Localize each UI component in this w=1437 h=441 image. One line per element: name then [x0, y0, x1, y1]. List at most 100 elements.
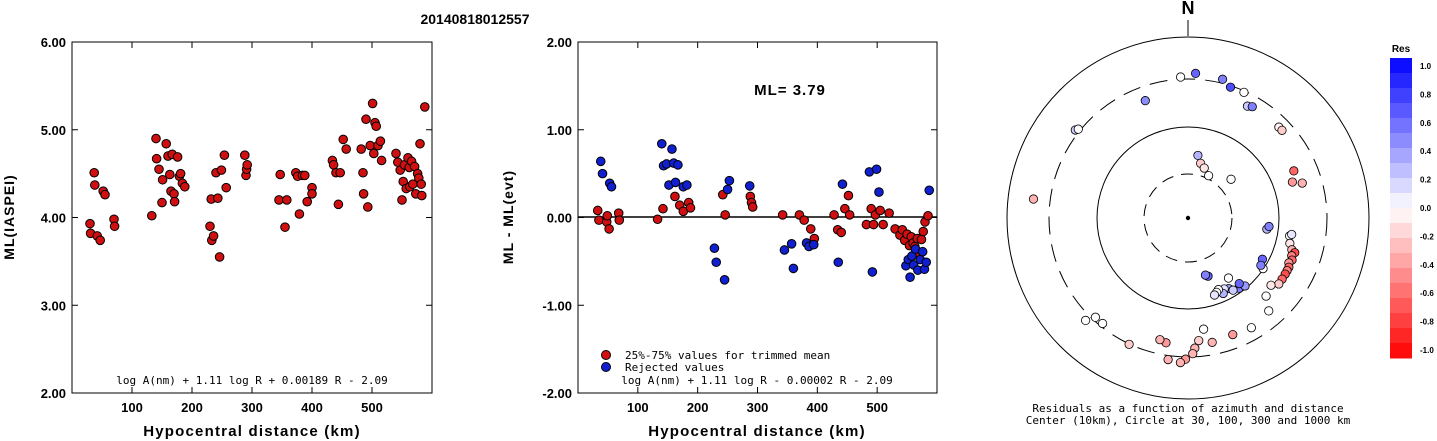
station-point	[1246, 323, 1256, 333]
magnitude-point-series-0	[420, 102, 430, 112]
colorbar-tick-label: 0.6	[1420, 119, 1432, 128]
magnitude-point-series-0	[147, 210, 157, 221]
magnitude-point-series-0	[151, 133, 161, 144]
colorbar-cell	[1390, 148, 1412, 164]
magnitude-point-series-0	[219, 150, 230, 160]
legend-label-trimmed: 25%-75% values for trimmed mean	[625, 349, 830, 362]
residual-point-series-1	[711, 257, 722, 268]
magnitude-point-series-0	[172, 152, 183, 162]
legend-label-rejected: Rejected values	[625, 361, 724, 374]
residual-point-series-1	[719, 275, 730, 285]
residual-point-series-0	[799, 215, 809, 225]
magnitude-point-series-0	[300, 170, 310, 181]
residual-point-series-0	[670, 191, 680, 202]
colorbar-cell	[1390, 88, 1412, 104]
magnitude-chart-frame	[71, 41, 433, 394]
station-point	[1287, 229, 1297, 240]
station-point	[1163, 354, 1173, 365]
colorbar-label: Res	[1392, 44, 1411, 55]
magnitude-point-series-0	[358, 167, 368, 178]
magnitude-point-series-0	[361, 114, 371, 125]
magnitude-point-series-0	[415, 138, 425, 149]
station-point	[1097, 318, 1108, 329]
colorbar-tick-label: -1.0	[1420, 346, 1434, 355]
residual-point-series-0	[918, 226, 929, 237]
magnitude-point-series-0	[294, 209, 305, 219]
magnitude-point-series-0	[109, 221, 120, 232]
residual-point-series-0	[916, 234, 927, 245]
ml-annotation: ML= 3.79	[754, 82, 826, 99]
residual-xtick-label: 500	[866, 400, 888, 415]
magnitude-point-series-0	[335, 167, 346, 178]
station-point	[1073, 124, 1083, 134]
magnitude-point-series-0	[205, 221, 215, 232]
colorbar-cell	[1390, 58, 1412, 74]
magnitude-point-series-0	[100, 189, 110, 200]
station-point	[1124, 339, 1134, 349]
station-point	[1193, 150, 1203, 161]
ring-100km	[1096, 126, 1280, 310]
magnitude-chart-xlabel: Hypocentral distance (km)	[143, 423, 361, 440]
magnitude-ytick-label: 6.00	[41, 35, 66, 50]
residual-point-series-0	[604, 224, 614, 234]
colorbar-cells	[1390, 58, 1412, 359]
colorbar-tick-label: -0.8	[1420, 318, 1434, 327]
station-point	[1228, 285, 1238, 295]
magnitude-point-series-0	[302, 196, 313, 207]
station-point	[1225, 82, 1236, 92]
magnitude-point-series-0	[341, 144, 352, 154]
magnitude-point-series-0	[417, 190, 427, 201]
station-point	[1188, 349, 1198, 359]
magnitude-point-series-0	[376, 155, 387, 166]
magnitude-point-series-0	[180, 181, 190, 192]
magnitude-point-series-0	[328, 160, 339, 170]
magnitude-point-series-0	[282, 195, 292, 205]
residual-point-series-1	[595, 156, 606, 167]
magnitude-ytick-label: 2.00	[41, 386, 66, 401]
magnitude-point-series-0	[169, 196, 180, 207]
station-point	[1081, 315, 1091, 325]
residual-point-series-1	[808, 239, 819, 250]
magnitude-point-series-0	[275, 169, 286, 180]
colorbar: Res 1.0 0.8 0.6 0.4 0.2 0.0 -0.2 -0.4 -0.6 -0.8 -1…	[1390, 44, 1434, 359]
residual-point-series-1	[837, 179, 848, 189]
magnitude-ytick-label: 5.00	[41, 123, 66, 138]
colorbar-tick-label: -0.4	[1420, 261, 1434, 270]
magnitude-point-series-0	[151, 153, 162, 164]
residual-point-series-1	[921, 257, 932, 268]
magnitude-point-series-0	[216, 165, 227, 175]
residual-chart-points	[592, 138, 935, 285]
residual-point-series-1	[867, 267, 878, 277]
residual-chart-ylabel: ML - ML(evt)	[500, 170, 516, 264]
station-point	[1239, 87, 1249, 97]
magnitude-point-series-0	[221, 182, 231, 193]
magnitude-point-series-0	[375, 136, 386, 146]
station-point	[1228, 329, 1238, 340]
residual-point-series-1	[722, 184, 733, 195]
legend-marker-rejected	[601, 362, 611, 372]
colorbar-cell	[1390, 73, 1412, 89]
residual-point-series-1	[786, 239, 797, 249]
colorbar-cell	[1390, 178, 1412, 194]
magnitude-point-series-0	[356, 144, 367, 154]
residual-point-series-0	[747, 202, 758, 212]
residual-point-series-0	[594, 215, 604, 225]
magnitude-chart-ylabel: ML(IASPEI)	[1, 174, 17, 259]
magnitude-point-series-0	[154, 164, 164, 175]
residual-ytick-label: 0.00	[547, 211, 572, 226]
colorbar-cell	[1390, 343, 1412, 359]
magnitude-ytick-label: 4.00	[41, 211, 66, 226]
colorbar-cell	[1390, 193, 1412, 209]
colorbar-tick-label: 0.0	[1420, 204, 1432, 213]
magnitude-point-series-0	[397, 195, 407, 205]
station-point	[1261, 291, 1271, 301]
residual-point-series-0	[720, 210, 730, 220]
colorbar-cell	[1390, 163, 1412, 179]
residual-point-series-0	[878, 219, 888, 230]
magnitude-point-series-0	[371, 121, 382, 132]
residual-chart: ML - ML(evt) Hypocentral distance (km) M…	[500, 35, 938, 440]
residual-point-series-1	[597, 168, 608, 179]
residual-point-series-0	[614, 215, 625, 225]
residual-point-series-0	[829, 210, 839, 220]
ring-1000km	[1006, 36, 1370, 400]
